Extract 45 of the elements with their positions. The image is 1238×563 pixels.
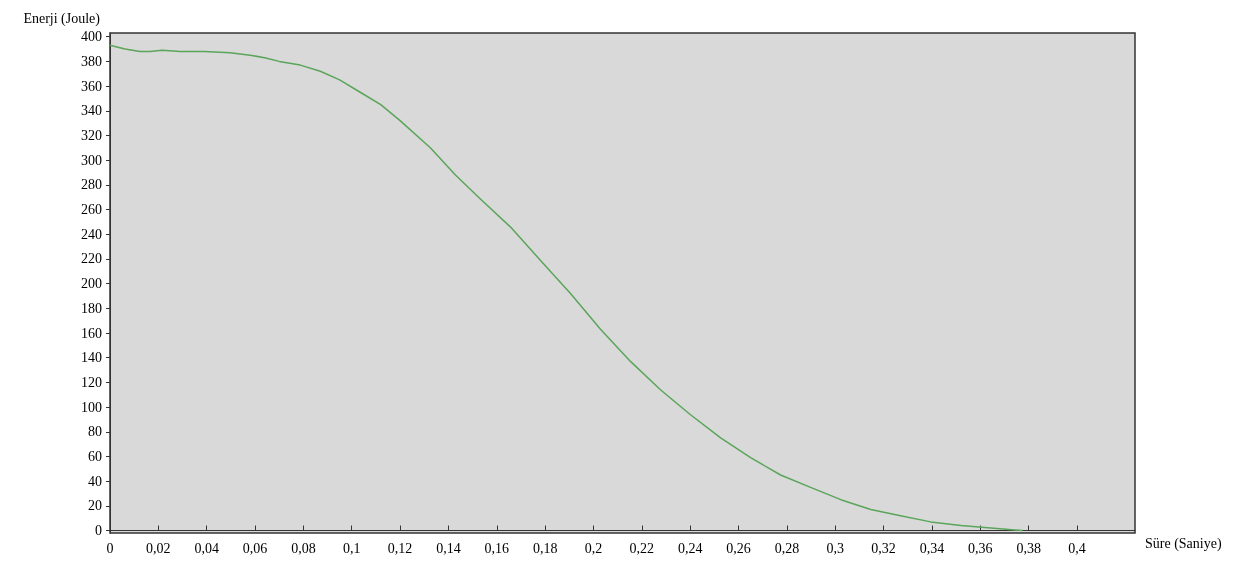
y-tick-label: 220 [81,251,102,267]
x-tick-label: 0,08 [291,540,316,556]
x-tick-label: 0,1 [343,540,361,556]
x-tick-label: 0,22 [629,540,655,556]
x-tick-label: 0,18 [532,540,558,556]
x-tick-label: 0,2 [584,540,603,556]
y-axis-title: Enerji (Joule) [23,10,101,27]
x-tick-label: 0,36 [968,540,993,556]
y-tick-label: 20 [88,498,102,514]
x-tick-label: 0,34 [919,540,945,556]
x-tick-label: 0 [106,540,114,556]
x-tick-label: 0,06 [242,540,268,556]
y-tick-label: 380 [81,53,102,69]
y-tick-label: 160 [81,325,102,341]
x-tick-label: 0,24 [677,540,703,556]
y-tick-label: 120 [81,374,102,390]
x-tick-label: 0,14 [436,540,461,556]
x-tick-label: 0,28 [774,540,800,556]
x-tick-label: 0,4 [1068,540,1086,556]
x-tick-label: 0,38 [1016,540,1041,556]
line-series [109,44,1024,532]
y-tick-label: 80 [88,424,102,440]
y-tick-label: 40 [88,473,102,489]
y-tick-label: 240 [81,226,102,242]
y-tick-label: 400 [81,29,102,45]
y-tick-label: 60 [88,448,102,464]
y-tick-label: 320 [81,127,102,143]
x-axis-title: Süre (Saniye) [1145,536,1222,553]
y-tick-label: 340 [81,103,102,119]
x-tick-label: 0,3 [826,540,844,556]
y-tick-label: 180 [81,300,102,316]
x-tick-label: 0,26 [726,540,751,556]
x-tick-label: 0,32 [871,540,896,556]
y-tick-label: 260 [81,202,102,218]
y-tick-label: 280 [81,177,102,193]
x-tick-label: 0,04 [194,540,219,556]
y-tick-label: 0 [95,523,102,539]
y-tick-label: 140 [81,350,102,366]
y-tick-label: 300 [81,152,102,168]
x-tick-label: 0,12 [387,540,413,556]
x-tick-label: 0,16 [484,540,510,556]
y-tick-label: 360 [81,78,102,94]
y-tick-label: 200 [81,276,102,292]
x-tick-label: 0,02 [146,540,171,556]
y-tick-label: 100 [81,399,102,415]
